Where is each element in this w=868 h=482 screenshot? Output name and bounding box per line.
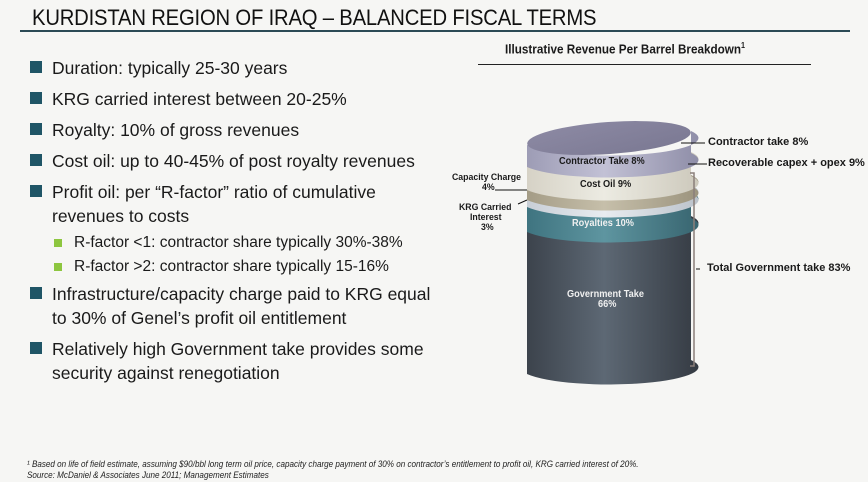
bullet-item: Cost oil: up to 40-45% of post royalty r… [28,149,448,173]
label-government-take: Government Take [567,289,645,300]
bullet-square-icon [30,287,42,299]
bullet-text: Cost oil: up to 40-45% of post royalty r… [52,151,415,171]
side-label-contractor: Contractor take 8% [708,136,809,148]
footnote-line: ¹ Based on life of field estimate, assum… [27,459,639,469]
bullet-text: Relatively high Government take provides… [52,339,424,383]
government-bracket [690,172,695,367]
bullet-square-icon [30,154,42,166]
bullet-square-icon [30,185,42,197]
label-cost-oil: Cost Oil 9% [580,179,632,190]
footnote: ¹ Based on life of field estimate, assum… [27,459,639,481]
sub-bullet-text: R-factor <1: contractor share typically … [74,234,403,251]
segment-government-take [527,216,699,385]
chart-title: Illustrative Revenue Per Barrel Breakdow… [505,41,745,56]
bullet-text: Royalty: 10% of gross revenues [52,120,300,140]
segment-cost-oil [527,152,699,201]
bullet-square-icon [30,123,42,135]
side-label-total-government: Total Government take 83% [707,262,851,274]
bullet-square-icon [30,92,42,104]
bullet-item: Royalty: 10% of gross revenues [28,118,448,142]
label-contractor-take: Contractor Take 8% [559,156,645,167]
label-krg-interest: Interest [470,212,502,223]
sub-bullet-text: R-factor >2: contractor share typically … [74,258,389,275]
bullet-text: Profit oil: per “R-factor” ratio of cumu… [52,182,376,226]
label-capacity-charge-pct: 4% [482,182,495,193]
label-royalties: Royalties 10% [572,218,634,229]
bullet-item: Profit oil: per “R-factor” ratio of cumu… [28,180,448,228]
bullet-item: Relatively high Government take provides… [28,337,448,385]
sub-bullet-item: R-factor <1: contractor share typically … [28,232,448,254]
label-capacity-charge: Capacity Charge [452,172,521,183]
segment-krg-carried-interest [527,185,699,218]
label-krg-pct: 3% [481,222,494,233]
label-government-take-pct: 66% [598,299,617,310]
bullet-text: Duration: typically 25-30 years [52,58,288,78]
sub-bullet-square-icon [54,239,62,247]
sub-bullet-item: R-factor >2: contractor share typically … [28,256,448,278]
chart-title-text: Illustrative Revenue Per Barrel Breakdow… [505,41,742,57]
bullet-list: Duration: typically 25-30 years KRG carr… [28,56,448,392]
bullet-square-icon [30,61,42,73]
title-divider [20,30,850,32]
segment-capacity-charge [527,175,699,211]
bullet-text: Infrastructure/capacity charge paid to K… [52,284,431,328]
chart-title-divider [478,64,811,65]
segment-contractor-take [527,131,699,178]
bullet-item: KRG carried interest between 20-25% [28,87,448,111]
label-krg-carried: KRG Carried [459,202,512,213]
side-label-recoverable: Recoverable capex + opex 9% [708,157,865,169]
source-line: Source: McDaniel & Associates June 2011;… [27,470,269,480]
footnote-mark: 1 [741,41,746,50]
sub-bullet-square-icon [54,263,62,271]
bullet-item: Duration: typically 25-30 years [28,56,448,80]
cylinder-top [527,121,691,155]
page-title: KURDISTAN REGION OF IRAQ – BALANCED FISC… [32,5,597,30]
bullet-square-icon [30,342,42,354]
bullet-text: KRG carried interest between 20-25% [52,89,347,109]
bullet-item: Infrastructure/capacity charge paid to K… [28,282,448,330]
